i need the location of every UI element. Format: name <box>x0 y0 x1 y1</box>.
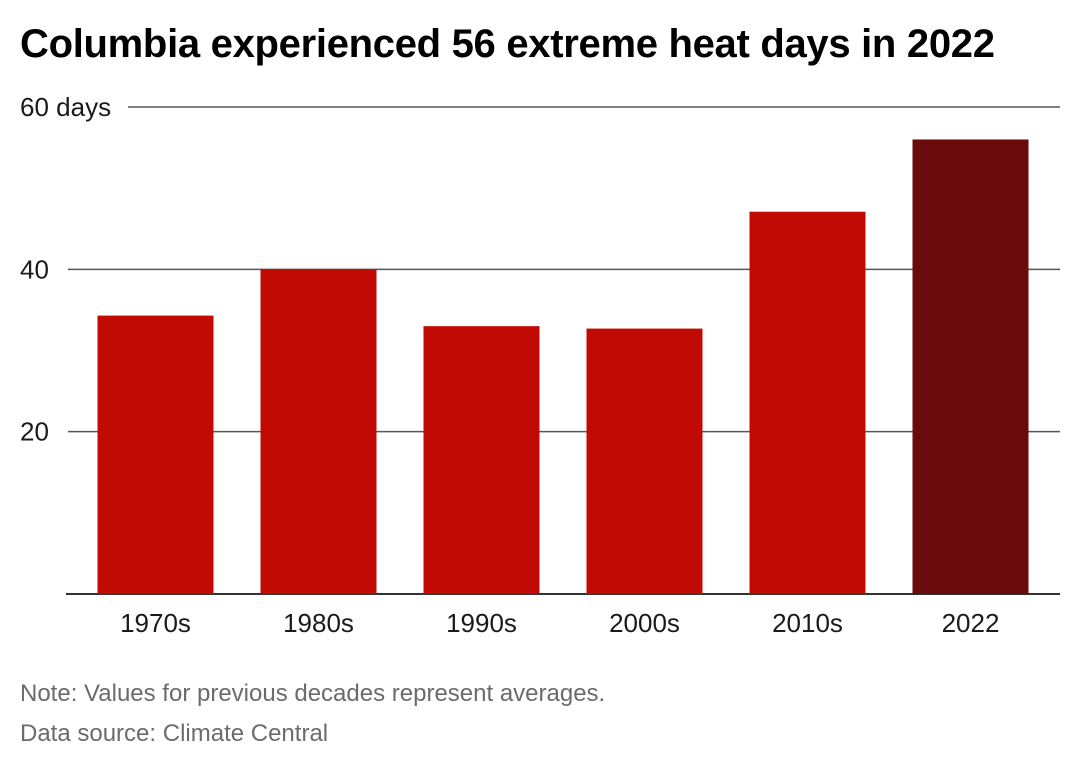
y-tick-label: 20 <box>20 417 49 447</box>
bar-1970s <box>97 315 214 594</box>
bar-1980s <box>260 269 377 594</box>
y-tick-label: 60 days <box>20 92 111 122</box>
x-tick-label: 2022 <box>942 608 1000 638</box>
x-tick-label: 2010s <box>772 608 843 638</box>
bar-2022 <box>912 139 1029 594</box>
gridlines <box>66 106 1060 595</box>
data-source: Data source: Climate Central <box>20 720 329 747</box>
x-tick-label: 2000s <box>609 608 680 638</box>
bar-1990s <box>423 326 540 594</box>
bar-chart: 20 40 60 days 1970s 1980s 1990s 2000s 2010s 2022 <box>20 92 1060 638</box>
x-tick-label: 1970s <box>120 608 191 638</box>
bars <box>97 139 1029 594</box>
x-tick-label: 1980s <box>283 608 354 638</box>
chart-note: Note: Values for previous decades repres… <box>20 680 606 707</box>
bar-2000s <box>586 328 703 594</box>
chart-title: Columbia experienced 56 extreme heat day… <box>20 22 995 66</box>
x-tick-label: 1990s <box>446 608 517 638</box>
tick-labels: 20 40 60 days 1970s 1980s 1990s 2000s 2010s 2022 <box>20 92 999 638</box>
bar-2010s <box>749 211 866 594</box>
y-tick-label: 40 <box>20 254 49 284</box>
